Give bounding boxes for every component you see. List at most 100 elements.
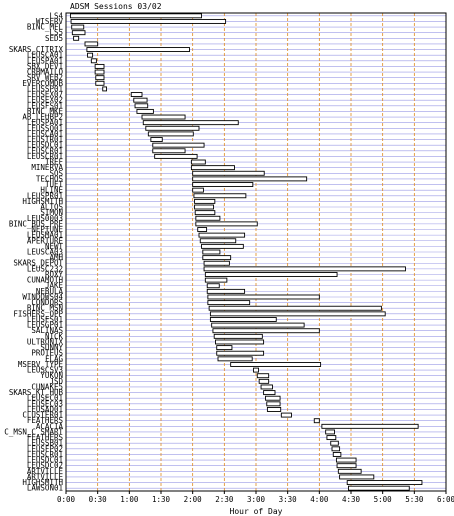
session-label: AB_LEUBP2 — [22, 113, 63, 122]
session-label: LEUSMA01 — [27, 231, 63, 240]
session-bar — [195, 221, 258, 227]
session-label: SBX_DEV1 — [27, 62, 63, 71]
session-label: FLAG — [45, 354, 64, 363]
session-bar — [192, 170, 265, 176]
x-axis-ticks: 0:00 0:30 1:00 1:30 2:00 2:30 3:00 3:30 4:00 4:30… — [57, 491, 454, 504]
session-label: LAWSON01 — [27, 484, 63, 493]
session-bar — [194, 210, 216, 216]
x-tick-label: 3:00 — [247, 495, 266, 504]
session-label: MINERVA — [31, 163, 63, 172]
session-label: TUET — [45, 180, 64, 189]
session-label: LEUSSQ01 — [27, 124, 63, 133]
session-bar — [95, 80, 105, 86]
session-bar — [194, 198, 216, 204]
session-bar — [208, 305, 382, 311]
x-tick-label: 2:30 — [215, 495, 234, 504]
session-label: JSD — [49, 377, 63, 386]
session-label: JAKE — [45, 281, 64, 290]
session-label: EVERCOMDB — [22, 79, 63, 88]
session-bar — [215, 339, 265, 345]
session-label: LEUSCA01 — [27, 51, 63, 60]
x-tick-label: 5:00 — [374, 495, 393, 504]
session-label: CLUSTER01 — [22, 411, 63, 420]
session-label: HLINE — [40, 186, 63, 195]
session-bar — [313, 418, 320, 424]
session-label: LEUSPA01 — [27, 118, 63, 127]
session-label: MSERV_TYPE — [18, 360, 64, 369]
session-bar — [94, 69, 105, 75]
session-label: ULTRONIX — [27, 337, 64, 346]
x-tick-label: 5:30 — [405, 495, 424, 504]
session-label: HIGHSMITH — [22, 478, 63, 487]
session-label: BINC_MSN — [27, 304, 63, 313]
session-label: ARTVILLE — [27, 472, 64, 481]
session-bar — [202, 249, 221, 255]
session-label: HIGHSMITH — [22, 197, 63, 206]
session-bar — [102, 86, 107, 92]
session-label: CUNAMOTH — [27, 276, 64, 285]
session-bar — [192, 182, 254, 187]
session-label: LEUSEC01 — [27, 394, 63, 403]
session-bar — [86, 47, 190, 53]
session-bar — [203, 266, 406, 272]
session-bar — [260, 384, 273, 390]
session-bar — [94, 63, 105, 69]
session-bar — [330, 440, 339, 446]
session-label: ACACIA — [36, 422, 64, 431]
session-label: SED5 — [45, 34, 63, 43]
session-label: LEUSFS01 — [27, 101, 63, 110]
session-label: WISERV — [36, 17, 64, 26]
session-bar — [332, 451, 342, 457]
session-bar — [71, 24, 85, 30]
session-label: LEUSDC02 — [27, 461, 63, 470]
session-label: ALTOS — [40, 203, 63, 212]
x-tick-label: 0:30 — [89, 495, 108, 504]
session-bar — [325, 429, 335, 435]
session-label: AMH — [49, 253, 63, 262]
session-label: FEATHERS — [27, 416, 64, 425]
session-label: LEUSCA01 — [27, 129, 63, 138]
session-label: LEUSCA03 — [27, 248, 63, 257]
session-bar — [192, 187, 204, 193]
session-bar — [190, 159, 206, 165]
session-bar — [197, 227, 208, 232]
chart-title: ADSM Sessions 03/02 — [70, 2, 162, 11]
session-bar — [154, 153, 198, 159]
session-bar — [204, 277, 228, 283]
session-bar — [266, 407, 282, 412]
session-label: BINC_MKE — [27, 107, 64, 116]
session-bars — [69, 13, 423, 491]
session-label: BINC_BUS_PRE — [9, 219, 64, 228]
session-label: LEUSFP02 — [27, 444, 63, 453]
session-label: LEUSFS01 — [27, 315, 63, 324]
session-label: LEUSSP01 — [27, 84, 63, 93]
session-bar — [152, 148, 186, 154]
session-label: SALINAS — [31, 326, 63, 335]
session-bar — [199, 238, 237, 244]
session-bar — [198, 232, 246, 238]
session-bar — [346, 480, 423, 486]
session-bar — [84, 41, 99, 47]
session-bar — [209, 311, 386, 317]
session-bar — [130, 92, 143, 97]
session-bar — [150, 137, 163, 142]
session-bar — [71, 30, 86, 36]
session-bar — [326, 435, 337, 441]
session-bar — [331, 446, 341, 452]
session-bar — [70, 18, 227, 24]
session-label: ROXY — [45, 270, 64, 279]
session-bar — [202, 255, 232, 261]
session-label: LEUSCR01 — [27, 152, 63, 161]
session-label: FISHERS_OPP — [13, 309, 63, 318]
session-label: LEUSCR01 — [27, 450, 63, 459]
session-bar — [192, 176, 308, 182]
session-label: LEUSSB01 — [27, 439, 63, 448]
session-label: LEUS0003 — [27, 214, 63, 223]
session-label: LEUSEX07 — [27, 90, 63, 99]
session-label: LEUSDC01 — [27, 141, 63, 150]
session-bar — [190, 165, 235, 171]
session-bar — [133, 97, 148, 103]
session-bar — [337, 468, 362, 474]
session-bar — [206, 288, 246, 294]
